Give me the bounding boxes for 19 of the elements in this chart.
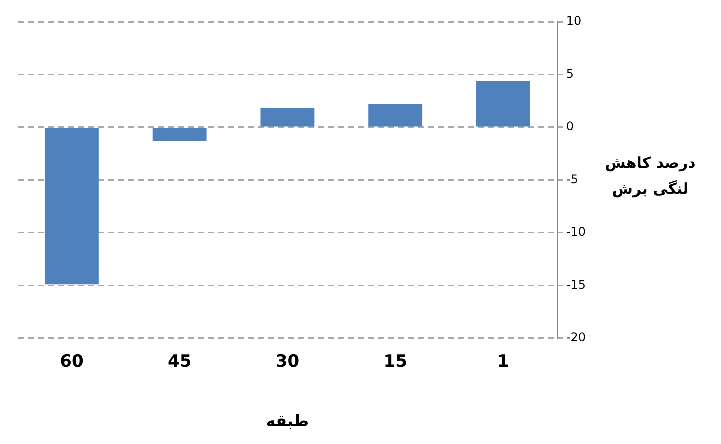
y-tick-label: -10 (566, 225, 586, 240)
y-axis-title: درصد کاهش لنگی برش (604, 153, 697, 200)
x-tick-label: 15 (384, 352, 408, 372)
bar (476, 81, 530, 127)
bar (44, 128, 99, 285)
bar (152, 128, 207, 142)
x-tick-label: 30 (276, 352, 300, 372)
y-tick-label: -15 (566, 278, 586, 292)
y-tick-label: -5 (566, 172, 578, 186)
bar (368, 104, 423, 127)
y-tick-label: 0 (566, 120, 574, 134)
y-tick-label: 10 (566, 14, 582, 28)
y-tick-label: 5 (566, 66, 574, 81)
x-axis-title: طبقه (266, 412, 310, 431)
bar (260, 108, 315, 127)
y-tick-label: -20 (566, 330, 586, 345)
x-tick-label: 45 (168, 352, 192, 372)
x-tick-label: 60 (60, 352, 84, 372)
x-tick-label: 1 (498, 352, 510, 372)
